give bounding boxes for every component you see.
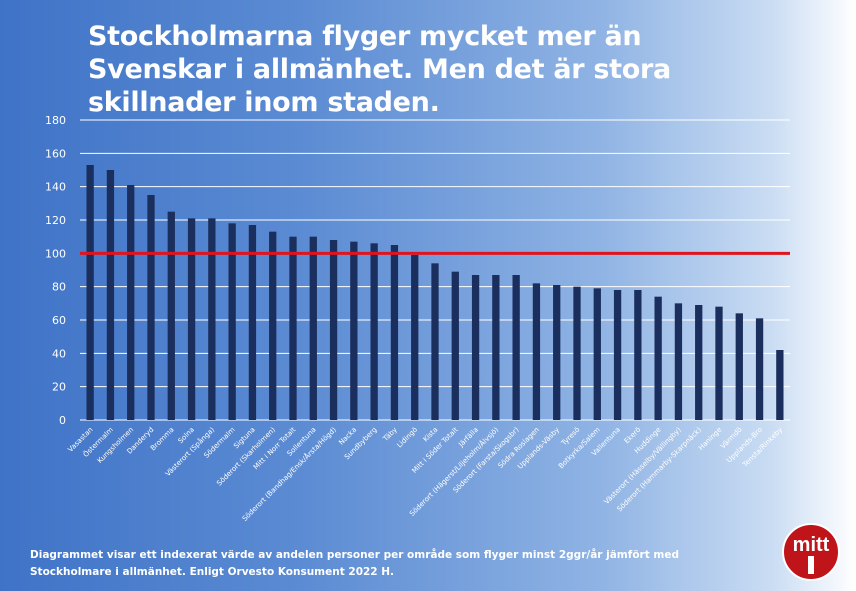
bar bbox=[86, 165, 94, 420]
bar bbox=[634, 290, 642, 420]
bar bbox=[350, 241, 358, 420]
logo-text-mitt: mitt bbox=[793, 534, 830, 556]
bar bbox=[248, 225, 257, 420]
bar bbox=[674, 303, 683, 420]
bar bbox=[695, 305, 703, 420]
y-tick-label: 140 bbox=[45, 181, 66, 194]
bar bbox=[471, 275, 480, 420]
y-tick-label: 80 bbox=[52, 281, 66, 294]
bar bbox=[755, 318, 764, 420]
bar bbox=[329, 240, 338, 420]
x-tick-label: Täby bbox=[381, 426, 399, 444]
bar bbox=[431, 263, 439, 420]
bar bbox=[106, 170, 115, 420]
logo-circle bbox=[782, 523, 840, 581]
bar bbox=[411, 255, 419, 420]
bar bbox=[187, 218, 196, 420]
bar bbox=[553, 285, 561, 420]
bar bbox=[715, 306, 723, 420]
bar bbox=[269, 231, 277, 420]
bar bbox=[451, 271, 459, 420]
mitt-i-logo: mitt bbox=[782, 523, 840, 581]
x-tick-label: Kista bbox=[422, 426, 440, 444]
bar bbox=[735, 313, 743, 420]
bar bbox=[776, 350, 784, 420]
bar bbox=[289, 236, 297, 420]
bar bbox=[147, 195, 155, 420]
y-tick-label: 120 bbox=[45, 214, 66, 227]
y-tick-label: 100 bbox=[45, 247, 66, 260]
y-tick-label: 20 bbox=[52, 381, 66, 394]
bar bbox=[390, 245, 399, 420]
bar bbox=[167, 211, 175, 420]
chart-title: Stockholmarna flyger mycket mer än Svens… bbox=[88, 21, 671, 118]
y-tick-label: 0 bbox=[59, 414, 66, 427]
bar bbox=[593, 288, 601, 420]
bar bbox=[370, 243, 378, 420]
bar bbox=[492, 275, 500, 420]
bar bbox=[228, 223, 236, 420]
bar bbox=[532, 283, 541, 420]
y-tick-label: 60 bbox=[52, 314, 66, 327]
bar bbox=[613, 290, 622, 420]
bar bbox=[512, 275, 520, 420]
x-tick-label: Lidingö bbox=[396, 426, 420, 450]
bar bbox=[654, 296, 662, 420]
chart-footnote: Diagrammet visar ett indexerat värde av … bbox=[30, 549, 679, 578]
y-tick-label: 160 bbox=[45, 147, 66, 160]
bar bbox=[573, 286, 581, 420]
y-tick-label: 180 bbox=[45, 114, 66, 127]
y-tick-label: 40 bbox=[52, 347, 66, 360]
bar bbox=[127, 185, 135, 420]
bar bbox=[309, 236, 317, 420]
bar bbox=[208, 218, 216, 420]
logo-i-stem bbox=[808, 556, 814, 574]
